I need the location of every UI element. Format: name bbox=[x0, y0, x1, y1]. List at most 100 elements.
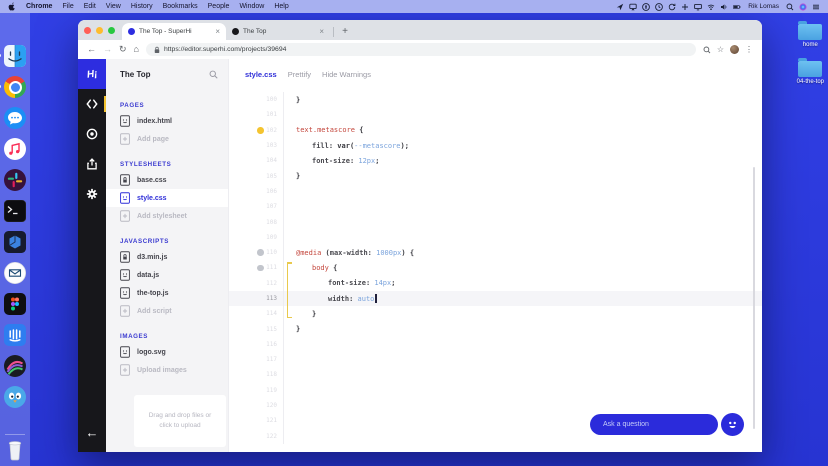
rail-preview-tab[interactable] bbox=[78, 119, 106, 149]
rail-code-tab[interactable] bbox=[78, 89, 106, 119]
code-line-115[interactable]: 115} bbox=[229, 321, 762, 337]
code-line-116[interactable]: 116 bbox=[229, 336, 762, 353]
clock-icon[interactable] bbox=[655, 2, 664, 11]
search-icon[interactable] bbox=[209, 70, 218, 79]
volume-icon[interactable] bbox=[720, 3, 728, 11]
twitterrific-icon[interactable] bbox=[4, 386, 26, 408]
menu-file[interactable]: File bbox=[62, 3, 74, 10]
menu-user-name[interactable]: Rik Lomas bbox=[748, 3, 779, 10]
trash-icon[interactable] bbox=[4, 434, 26, 461]
messages-icon[interactable] bbox=[4, 107, 26, 129]
wifi-icon[interactable] bbox=[707, 3, 715, 11]
hide-warnings-button[interactable]: Hide Warnings bbox=[322, 69, 371, 79]
sync-icon[interactable] bbox=[668, 3, 676, 11]
menu-history[interactable]: History bbox=[130, 3, 153, 10]
spotlight-icon[interactable] bbox=[786, 3, 794, 11]
rail-share-tab[interactable] bbox=[78, 149, 106, 179]
code-line-117[interactable]: 117 bbox=[229, 352, 762, 368]
code-line-104[interactable]: 104 font-size: 12px; bbox=[229, 153, 762, 169]
back-arrow-button[interactable]: ← bbox=[85, 425, 99, 440]
chrome-icon[interactable] bbox=[0, 76, 26, 98]
file-item-data.js[interactable]: data.js bbox=[106, 266, 228, 284]
action-add-stylesheet[interactable]: Add stylesheet bbox=[106, 207, 228, 225]
code-line-105[interactable]: 105} bbox=[229, 168, 762, 184]
home-icon[interactable]: ⌂ bbox=[133, 44, 139, 54]
code-line-111[interactable]: 111 body { bbox=[229, 260, 762, 276]
code-line-102[interactable]: 102 text.metascore { bbox=[229, 122, 762, 138]
file-item-index.html[interactable]: index.html bbox=[106, 112, 228, 130]
intercom-icon[interactable] bbox=[4, 324, 26, 346]
browser-tab-2[interactable]: The Top × bbox=[226, 23, 330, 40]
zoom-page-icon[interactable] bbox=[703, 46, 711, 54]
new-tab-button[interactable]: + bbox=[342, 26, 348, 37]
menu-help[interactable]: Help bbox=[274, 3, 289, 10]
menu-window[interactable]: Window bbox=[239, 3, 265, 10]
action-add-script[interactable]: Add script bbox=[106, 302, 228, 320]
apple-menu-icon[interactable] bbox=[8, 2, 16, 11]
screenflow-icon[interactable] bbox=[4, 355, 26, 377]
menu-chrome[interactable]: Chrome bbox=[26, 3, 53, 10]
passwords-icon[interactable] bbox=[642, 2, 651, 11]
code-line-101[interactable]: 101 bbox=[229, 107, 762, 123]
code-line-121[interactable]: 121 bbox=[229, 413, 762, 429]
profile-avatar[interactable] bbox=[730, 45, 739, 54]
tab-close-icon[interactable]: × bbox=[319, 26, 324, 36]
file-item-logo.svg[interactable]: logo.svg bbox=[106, 343, 228, 361]
menu-people[interactable]: People bbox=[207, 3, 230, 10]
desktop-folder-04-the-top[interactable]: 04-the-top bbox=[797, 57, 824, 85]
address-bar[interactable]: https://editor.superhi.com/projects/3969… bbox=[145, 43, 696, 56]
siri-icon[interactable] bbox=[799, 2, 807, 11]
figma-icon[interactable] bbox=[4, 293, 26, 315]
zoom-window-button[interactable] bbox=[108, 26, 115, 34]
notification-center-icon[interactable] bbox=[812, 3, 820, 11]
code-area[interactable]: 100} 101 102 text.metascore {103 fill: var(-… bbox=[229, 92, 762, 452]
tab-close-icon[interactable]: × bbox=[215, 26, 220, 36]
code-line-122[interactable]: 122 bbox=[229, 428, 762, 444]
code-line-118[interactable]: 118 bbox=[229, 367, 762, 383]
muted-warning-dot-icon[interactable] bbox=[257, 264, 264, 272]
rail-settings-tab[interactable] bbox=[78, 179, 106, 209]
file-item-the-top.js[interactable]: the-top.js bbox=[106, 284, 228, 302]
finder-icon[interactable] bbox=[0, 45, 26, 67]
superhi-logo[interactable]: H¡ bbox=[78, 59, 106, 89]
muted-warning-dot-icon[interactable] bbox=[257, 249, 264, 256]
location-icon[interactable] bbox=[616, 3, 624, 11]
slack-icon[interactable] bbox=[4, 169, 26, 191]
action-add-page[interactable]: Add page bbox=[106, 130, 228, 148]
close-window-button[interactable] bbox=[84, 26, 91, 34]
code-line-109[interactable]: 109 bbox=[229, 229, 762, 245]
display-icon[interactable] bbox=[694, 3, 703, 11]
reload-icon[interactable]: ↻ bbox=[119, 44, 127, 54]
code-line-107[interactable]: 107 bbox=[229, 199, 762, 215]
prettify-button[interactable]: Prettify bbox=[287, 69, 312, 79]
code-line-103[interactable]: 103 fill: var(--metascore); bbox=[229, 137, 762, 154]
code-line-110[interactable]: 110 @media (max-width: 1000px) { bbox=[229, 244, 762, 261]
add-icon[interactable] bbox=[681, 3, 689, 11]
bookmark-star-icon[interactable]: ☆ bbox=[716, 44, 724, 54]
file-item-base.css[interactable]: base.css bbox=[106, 171, 228, 189]
warning-dot-icon[interactable] bbox=[257, 127, 264, 134]
browser-menu-icon[interactable]: ⋮ bbox=[745, 44, 753, 54]
browser-tab-1[interactable]: The Top - SuperHi × bbox=[122, 23, 226, 40]
music-icon[interactable] bbox=[4, 138, 26, 160]
code-line-113[interactable]: 113 width: auto bbox=[229, 290, 762, 307]
desktop-folder-home[interactable]: home bbox=[798, 20, 823, 48]
back-icon[interactable]: ← bbox=[87, 44, 96, 54]
menu-edit[interactable]: Edit bbox=[83, 3, 96, 10]
help-smiley-button[interactable] bbox=[721, 413, 744, 436]
menu-view[interactable]: View bbox=[105, 3, 121, 10]
code-line-119[interactable]: 119 bbox=[229, 382, 762, 398]
file-item-d3.min.js[interactable]: d3.min.js bbox=[106, 248, 228, 266]
mail-icon[interactable] bbox=[4, 262, 26, 284]
ask-question-button[interactable]: Ask a question bbox=[590, 414, 718, 435]
file-item-style.css[interactable]: style.css bbox=[106, 189, 228, 207]
code-line-112[interactable]: 112 font-size: 14px; bbox=[229, 275, 762, 291]
battery-icon[interactable] bbox=[733, 3, 741, 11]
code-line-100[interactable]: 100} bbox=[229, 92, 762, 108]
code-line-108[interactable]: 108 bbox=[229, 214, 762, 230]
code-editor-icon[interactable] bbox=[4, 231, 26, 253]
terminal-icon[interactable] bbox=[4, 200, 26, 222]
editor-scrollbar[interactable] bbox=[753, 167, 755, 429]
forward-icon[interactable]: → bbox=[103, 44, 112, 54]
code-line-114[interactable]: 114} bbox=[229, 306, 762, 322]
